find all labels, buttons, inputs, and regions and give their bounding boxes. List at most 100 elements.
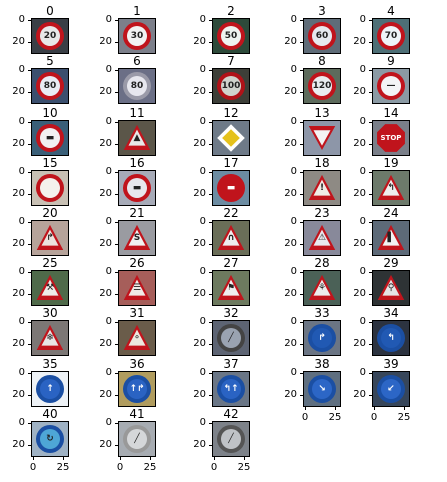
subplot-title: 27	[223, 256, 239, 270]
subplot-title: 42	[223, 407, 239, 421]
traffic-sign-shape: 80	[35, 71, 65, 101]
y-tick-label: 20	[353, 138, 366, 149]
traffic-sign-shape: ▌	[377, 224, 405, 250]
subplot-title: 33	[314, 306, 330, 320]
sign-image: 70	[372, 18, 410, 54]
y-tick-mark	[115, 294, 118, 295]
y-tick-label: 20	[12, 338, 25, 349]
y-tick-label: 20	[284, 36, 297, 47]
traffic-sign-shape: ▬	[216, 173, 246, 203]
x-tick-label: 0	[116, 462, 124, 473]
y-tick-label: 20	[284, 238, 297, 249]
traffic-sign-shape: ∩	[217, 224, 245, 250]
y-tick-label: 0	[18, 266, 25, 277]
y-tick-mark	[209, 122, 212, 123]
y-tick-label: 20	[12, 86, 25, 97]
y-tick-mark	[209, 294, 212, 295]
subplot-title: 4	[387, 4, 395, 18]
traffic-sign-shape: 20	[35, 21, 65, 51]
sign-symbol: ↰	[387, 332, 395, 343]
y-tick-mark	[369, 294, 372, 295]
sign-symbol: ↱	[318, 332, 326, 343]
traffic-sign-shape: ▬	[35, 123, 65, 153]
sign-image: ↰	[372, 170, 410, 206]
traffic-sign-shape: ▲	[123, 124, 151, 150]
y-tick-mark	[115, 122, 118, 123]
traffic-sign-shape: ↰	[377, 174, 405, 200]
y-tick-label: 0	[105, 14, 112, 25]
y-tick-label: 0	[105, 216, 112, 227]
y-tick-mark	[369, 144, 372, 145]
sign-symbol: ↑↱	[129, 383, 145, 394]
y-tick-mark	[115, 395, 118, 396]
y-tick-mark	[369, 272, 372, 273]
y-tick-label: 0	[290, 166, 297, 177]
traffic-sign-shape: 80	[122, 71, 152, 101]
y-tick-mark	[209, 395, 212, 396]
sign-symbol: S	[133, 232, 141, 243]
traffic-sign-shape: ↰↑	[216, 374, 246, 404]
sign-image: ⚲	[372, 270, 410, 306]
y-tick-label: 0	[290, 14, 297, 25]
subplot-title: 15	[42, 156, 58, 170]
subplot-title: 26	[129, 256, 145, 270]
y-tick-mark	[209, 172, 212, 173]
sign-symbol: 80	[130, 80, 144, 91]
sign-image: 30	[118, 18, 156, 54]
traffic-sign-shape: ↱	[36, 224, 64, 250]
x-tick-label: 25	[397, 412, 411, 423]
y-tick-label: 20	[353, 238, 366, 249]
y-tick-mark	[300, 344, 303, 345]
y-tick-label: 0	[105, 417, 112, 428]
sign-image: ↱	[303, 320, 341, 356]
sign-image: STOP	[372, 120, 410, 156]
sign-symbol: ⚑	[226, 282, 236, 293]
sign-image	[212, 120, 250, 156]
sign-symbol: !	[319, 182, 325, 193]
y-tick-label: 20	[99, 36, 112, 47]
y-tick-mark	[300, 70, 303, 71]
sign-symbol: ╱	[134, 433, 140, 444]
sign-symbol: ↙	[387, 383, 395, 394]
sign-image: ↑↱	[118, 371, 156, 407]
y-tick-mark	[300, 42, 303, 43]
sign-image: ▬	[212, 170, 250, 206]
sign-symbol: ⚲	[387, 282, 395, 293]
y-tick-label: 20	[193, 86, 206, 97]
sign-symbol: ▬	[132, 182, 142, 193]
y-tick-label: 20	[193, 238, 206, 249]
y-tick-mark	[300, 122, 303, 123]
traffic-sign-shape: ⚬	[123, 324, 151, 350]
subplot-title: 7	[227, 54, 235, 68]
y-tick-mark	[115, 373, 118, 374]
x-tick-label: 0	[370, 412, 378, 423]
subplot-title: 14	[383, 106, 399, 120]
subplot-title: 19	[383, 156, 399, 170]
y-tick-label: 0	[290, 64, 297, 75]
traffic-sign-shape	[308, 126, 336, 150]
subplot-title: 11	[129, 106, 145, 120]
traffic-sign-shape: ⚒	[36, 274, 64, 300]
subplot-title: 35	[42, 357, 58, 371]
sign-symbol: 20	[43, 30, 57, 41]
y-tick-mark	[115, 92, 118, 93]
y-tick-label: 0	[359, 216, 366, 227]
y-tick-mark	[369, 70, 372, 71]
y-tick-mark	[369, 395, 372, 396]
x-tick-mark	[244, 457, 245, 460]
sign-image: ↻	[31, 421, 69, 457]
y-tick-label: 20	[12, 389, 25, 400]
x-tick-mark	[120, 457, 121, 460]
y-tick-mark	[115, 244, 118, 245]
y-tick-mark	[115, 194, 118, 195]
subplot-title: 22	[223, 206, 239, 220]
subplot-title: 5	[46, 54, 54, 68]
y-tick-label: 20	[12, 138, 25, 149]
y-tick-label: 0	[18, 216, 25, 227]
y-tick-mark	[300, 194, 303, 195]
y-tick-mark	[28, 373, 31, 374]
subplot-title: 37	[223, 357, 239, 371]
y-tick-mark	[300, 294, 303, 295]
sign-symbol: ⚠	[317, 232, 327, 243]
y-tick-label: 20	[12, 188, 25, 199]
